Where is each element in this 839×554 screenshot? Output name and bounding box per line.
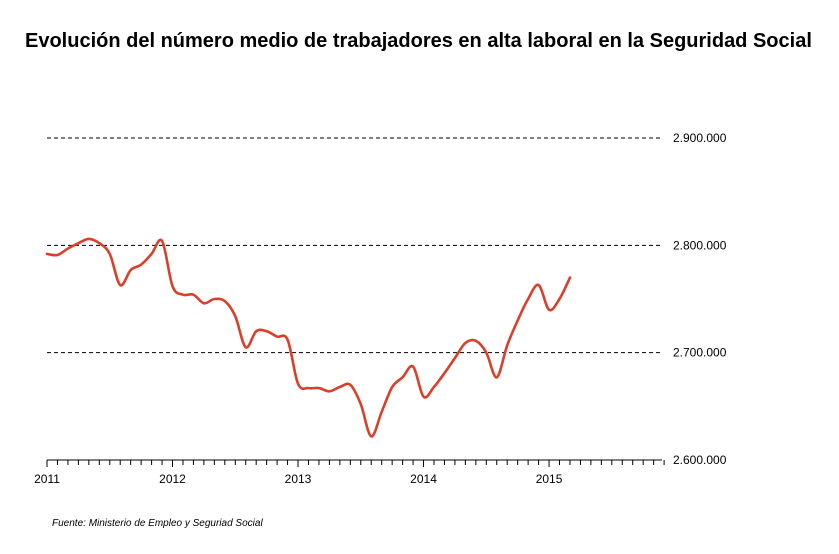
y-tick-label: 2.600.000 (673, 453, 727, 467)
y-tick-label: 2.900.000 (673, 131, 727, 145)
x-tick-label: 2015 (536, 472, 563, 486)
source-note: Fuente: Ministerio de Empleo y Seguriad … (52, 518, 263, 529)
x-tick-label: 2012 (159, 472, 186, 486)
y-tick-label: 2.800.000 (673, 238, 727, 252)
series-line (45, 237, 572, 438)
chart-title: Evolución del número medio de trabajador… (25, 30, 812, 52)
x-tick-label: 2011 (34, 472, 60, 486)
x-tick-label: 2013 (285, 472, 312, 486)
y-tick-label: 2.700.000 (673, 346, 727, 360)
x-tick-label: 2014 (410, 472, 437, 486)
